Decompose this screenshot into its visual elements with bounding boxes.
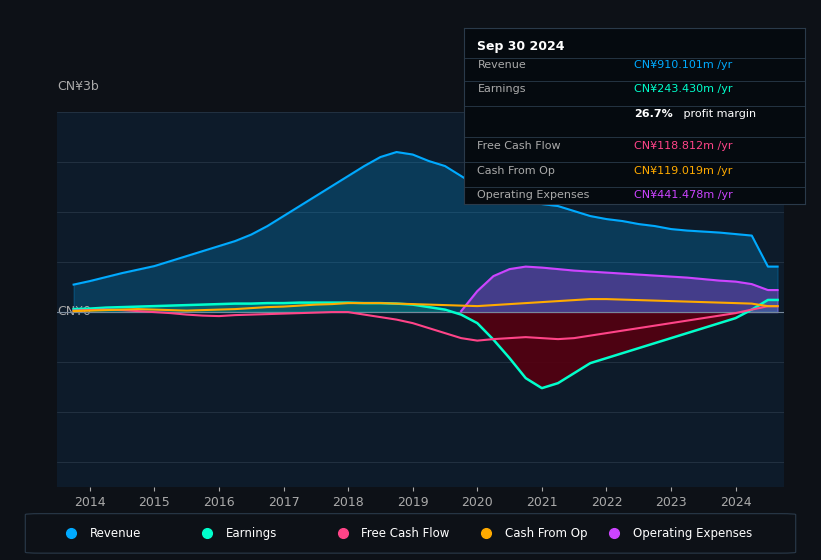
Text: CN¥910.101m /yr: CN¥910.101m /yr	[635, 60, 732, 70]
Text: 26.7%: 26.7%	[635, 109, 673, 119]
Text: Free Cash Flow: Free Cash Flow	[478, 141, 561, 151]
FancyBboxPatch shape	[25, 514, 796, 553]
Text: CN¥118.812m /yr: CN¥118.812m /yr	[635, 141, 732, 151]
Text: Sep 30 2024: Sep 30 2024	[478, 40, 565, 53]
Text: CN¥119.019m /yr: CN¥119.019m /yr	[635, 166, 732, 176]
Text: Earnings: Earnings	[478, 85, 526, 95]
Text: -CN¥3b: -CN¥3b	[57, 536, 103, 549]
Text: CN¥0: CN¥0	[57, 306, 91, 319]
Text: Revenue: Revenue	[89, 527, 141, 540]
Text: Cash From Op: Cash From Op	[478, 166, 555, 176]
Text: Cash From Op: Cash From Op	[505, 527, 587, 540]
Text: Earnings: Earnings	[226, 527, 277, 540]
Text: Revenue: Revenue	[478, 60, 526, 70]
Text: CN¥3b: CN¥3b	[57, 80, 99, 94]
Text: Operating Expenses: Operating Expenses	[478, 190, 589, 200]
Text: CN¥243.430m /yr: CN¥243.430m /yr	[635, 85, 732, 95]
Text: Operating Expenses: Operating Expenses	[633, 527, 753, 540]
Text: profit margin: profit margin	[681, 109, 756, 119]
Text: Free Cash Flow: Free Cash Flow	[361, 527, 450, 540]
Text: CN¥441.478m /yr: CN¥441.478m /yr	[635, 190, 733, 200]
